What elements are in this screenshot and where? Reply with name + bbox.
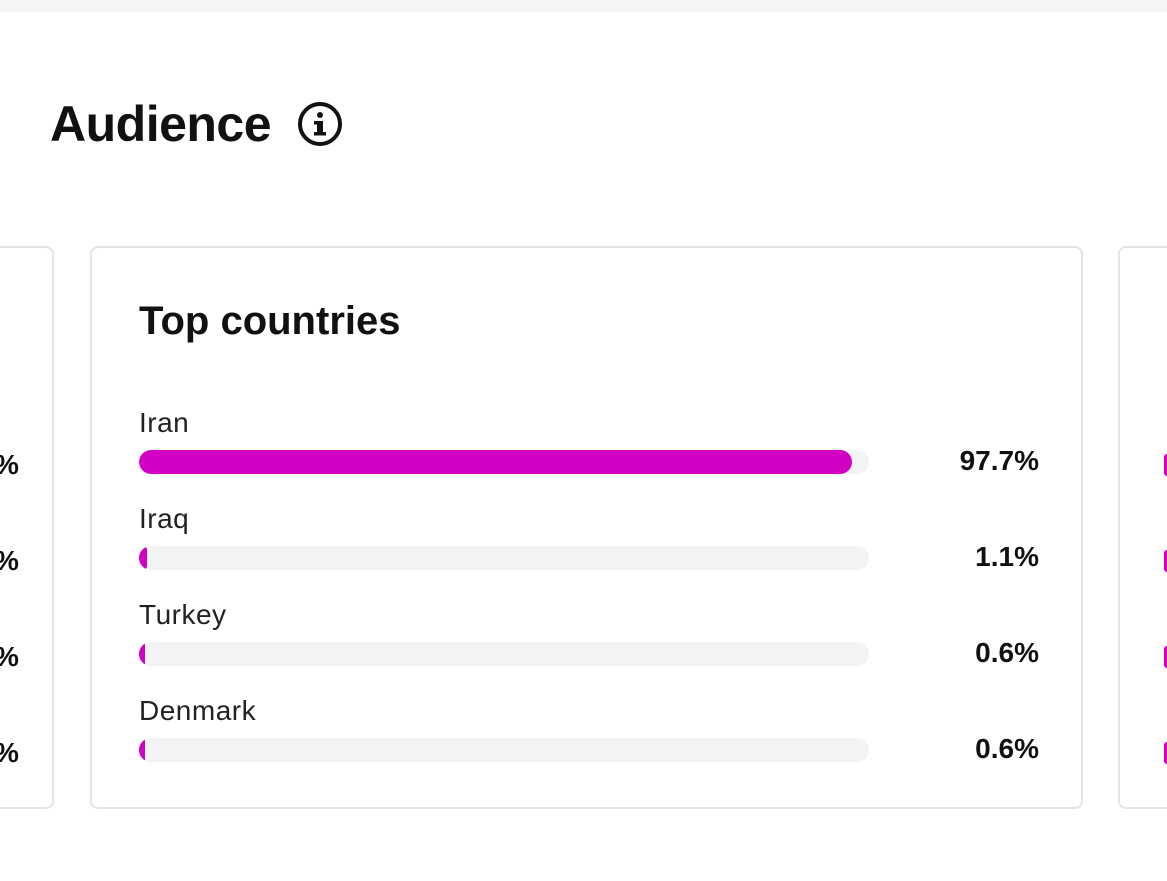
- country-bar-track: [139, 450, 869, 474]
- country-bar-fill: [139, 450, 852, 474]
- country-bar-track: [139, 642, 869, 666]
- left-card-value-fragment: %: [0, 544, 19, 578]
- right-card-bar-fragment: [1164, 550, 1167, 572]
- country-bar-fill: [139, 642, 145, 666]
- top-countries-card: Top countries Iran 97.7% Iraq 1.1% Turke…: [90, 246, 1083, 809]
- country-row-turkey: Turkey 0.6%: [139, 598, 1039, 668]
- left-card-value-fragment: %: [0, 736, 19, 770]
- country-row-iran: Iran 97.7%: [139, 406, 1039, 476]
- country-row-iraq: Iraq 1.1%: [139, 502, 1039, 572]
- country-bar-fill: [139, 546, 147, 570]
- left-card-value-fragment: %: [0, 448, 19, 482]
- country-row-denmark: Denmark 0.6%: [139, 694, 1039, 764]
- country-bar-track: [139, 546, 869, 570]
- country-percentage: 1.1%: [975, 541, 1039, 572]
- country-bar-track: [139, 738, 869, 762]
- section-header: Audience: [50, 92, 343, 156]
- left-card: % % % %: [0, 246, 54, 809]
- right-card-bar-fragment: [1164, 454, 1167, 476]
- info-circle-icon[interactable]: [297, 101, 343, 147]
- card-title: Top countries: [139, 299, 401, 343]
- country-percentage: 0.6%: [975, 733, 1039, 764]
- right-card-bar-fragment: [1164, 742, 1167, 764]
- section-title: Audience: [50, 96, 272, 152]
- right-card-bar-fragment: [1164, 646, 1167, 668]
- country-label: Iraq: [139, 503, 190, 534]
- country-label: Turkey: [139, 599, 227, 630]
- country-label: Iran: [139, 407, 190, 438]
- top-strip: [0, 0, 1167, 12]
- right-card: [1118, 246, 1167, 809]
- country-percentage: 97.7%: [959, 445, 1039, 476]
- country-percentage: 0.6%: [975, 637, 1039, 668]
- country-label: Denmark: [139, 695, 257, 726]
- country-bar-fill: [139, 738, 145, 762]
- left-card-value-fragment: %: [0, 640, 19, 674]
